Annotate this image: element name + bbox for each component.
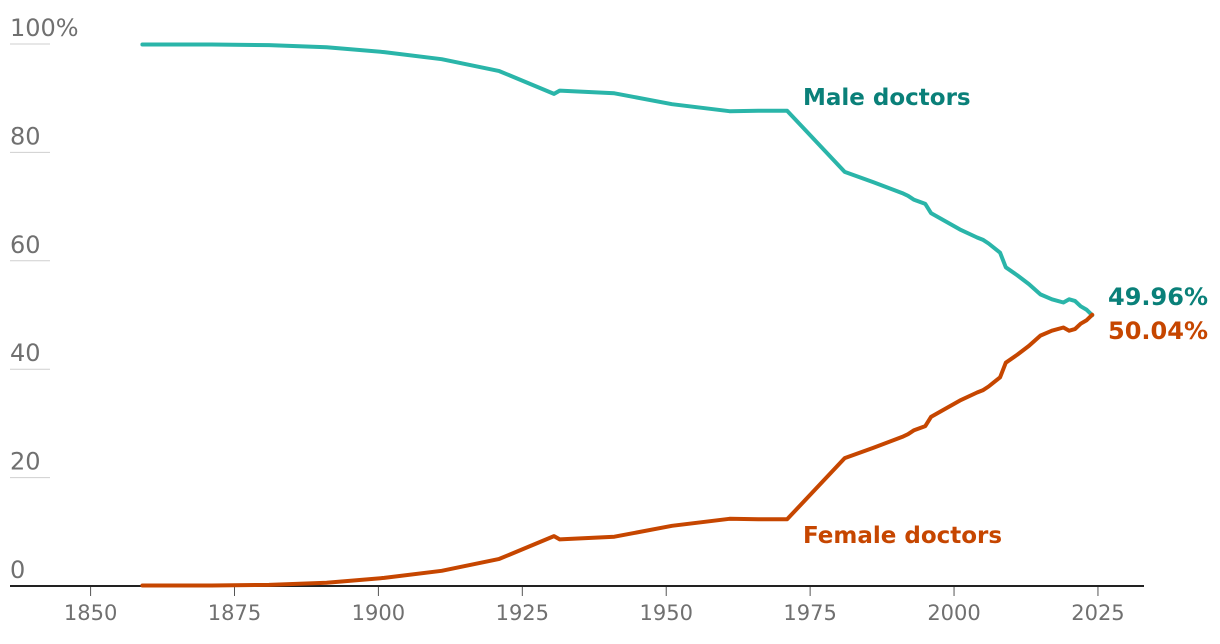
series-label-male: Male doctors bbox=[803, 85, 971, 111]
series-lines bbox=[140, 42, 1095, 588]
x-tick-label: 2000 bbox=[927, 601, 980, 625]
series-label-female: Female doctors bbox=[803, 523, 1002, 549]
y-tick-label: 20 bbox=[10, 448, 41, 476]
series-line-male bbox=[140, 42, 1095, 318]
x-tick-label: 1975 bbox=[783, 601, 836, 625]
x-tick-label: 1900 bbox=[352, 601, 405, 625]
y-tick-label: 100% bbox=[10, 14, 79, 42]
end-value-label-male: 49.96% bbox=[1108, 283, 1208, 311]
x-tick-label: 1950 bbox=[639, 601, 692, 625]
gridlines bbox=[10, 43, 50, 479]
y-tick-label: 80 bbox=[10, 122, 41, 150]
x-tick-label: 1850 bbox=[64, 601, 117, 625]
series-line-female bbox=[140, 312, 1095, 588]
y-axis-tick-labels: 100% 80 60 40 20 0 bbox=[10, 14, 79, 584]
y-tick-label: 0 bbox=[10, 556, 25, 584]
x-tick-label: 2025 bbox=[1071, 601, 1124, 625]
y-tick-label: 40 bbox=[10, 339, 41, 367]
x-axis-tick-labels: 1850 1875 1900 1925 1950 1975 2000 2025 bbox=[64, 586, 1125, 625]
x-tick-label: 1925 bbox=[496, 601, 549, 625]
series-labels: Male doctors Female doctors 49.96% 50.04… bbox=[803, 85, 1208, 549]
end-value-label-female: 50.04% bbox=[1108, 317, 1208, 345]
x-tick-label: 1875 bbox=[208, 601, 261, 625]
y-tick-label: 60 bbox=[10, 231, 41, 259]
